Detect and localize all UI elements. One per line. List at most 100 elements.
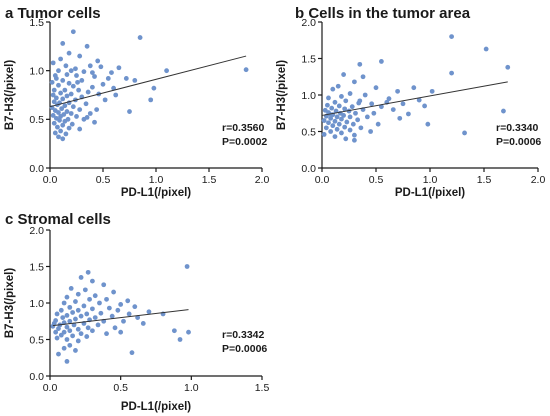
data-point xyxy=(87,63,93,69)
data-point xyxy=(84,334,90,339)
x-tick-label: 1.0 xyxy=(423,174,438,186)
data-point xyxy=(58,128,63,134)
data-point xyxy=(64,324,70,330)
y-tick-label: 1.5 xyxy=(29,17,44,29)
x-tick-label: 1.5 xyxy=(477,174,492,186)
data-point xyxy=(373,85,379,91)
data-point xyxy=(111,85,116,91)
y-axis-label: B7-H3(/pixel) xyxy=(276,60,288,130)
chart-title: a Tumor cells xyxy=(5,5,101,22)
data-point xyxy=(90,328,95,334)
data-point xyxy=(100,81,106,87)
data-point xyxy=(85,269,91,275)
data-point xyxy=(64,294,70,300)
data-point xyxy=(411,85,417,91)
p-value: P=0.0006 xyxy=(496,136,541,148)
data-point xyxy=(347,114,353,120)
data-point xyxy=(357,98,363,104)
data-point xyxy=(81,69,87,75)
x-tick-label: 1.5 xyxy=(255,382,270,394)
data-point xyxy=(73,299,78,304)
data-point xyxy=(422,103,427,109)
data-point xyxy=(406,111,411,117)
data-point xyxy=(64,313,70,318)
p-value: P=0.0006 xyxy=(222,343,267,355)
data-point xyxy=(75,326,81,332)
data-point xyxy=(171,328,177,334)
data-point xyxy=(339,94,344,99)
data-point xyxy=(74,73,79,78)
data-point xyxy=(56,326,61,331)
data-point xyxy=(125,298,131,304)
data-point xyxy=(342,124,348,130)
data-point xyxy=(127,109,132,114)
data-point xyxy=(116,65,122,71)
data-point xyxy=(129,350,135,356)
data-point xyxy=(56,68,61,74)
data-point xyxy=(350,121,356,127)
data-point xyxy=(118,302,124,307)
data-point xyxy=(60,136,66,142)
y-tick-label: 2.0 xyxy=(301,17,316,29)
x-axis-label: PD-L1(/pixel) xyxy=(395,187,465,199)
data-point xyxy=(341,72,346,77)
data-point xyxy=(67,304,73,310)
data-point xyxy=(56,110,61,115)
data-point xyxy=(81,303,87,309)
data-point xyxy=(56,351,61,357)
data-point xyxy=(68,286,74,291)
data-point xyxy=(148,97,154,103)
data-point xyxy=(92,293,98,299)
data-point xyxy=(70,29,76,35)
data-point xyxy=(94,107,100,112)
data-point xyxy=(104,331,109,337)
data-point xyxy=(332,134,338,140)
data-point xyxy=(76,87,82,93)
data-point xyxy=(66,125,72,131)
data-point xyxy=(358,125,364,131)
data-point xyxy=(60,78,66,83)
data-point xyxy=(66,80,72,86)
x-axis-label: PD-L1(/pixel) xyxy=(121,401,191,413)
data-point xyxy=(77,126,83,132)
data-point xyxy=(184,264,190,269)
data-point xyxy=(73,316,78,322)
data-point xyxy=(243,67,249,73)
data-point xyxy=(75,291,81,297)
y-tick-label: 1.0 xyxy=(301,90,316,102)
data-point xyxy=(60,96,66,102)
data-point xyxy=(68,68,74,74)
data-point xyxy=(332,99,338,105)
data-point xyxy=(98,310,104,316)
data-point xyxy=(326,95,331,101)
data-point xyxy=(329,105,335,111)
correlation-r: r=0.3342 xyxy=(222,329,264,341)
data-point xyxy=(87,111,93,116)
panel-tumor-cells: a Tumor cells 0.0 0.5 1.0 1.5 2.0 0.0 0.5 1.0 1.5… xyxy=(4,5,269,199)
data-point xyxy=(75,307,81,313)
data-point xyxy=(137,35,143,40)
data-point xyxy=(77,107,83,112)
data-point xyxy=(67,342,73,348)
data-point xyxy=(84,311,90,317)
data-point xyxy=(67,328,73,334)
data-point xyxy=(109,70,114,76)
data-point xyxy=(362,92,368,98)
data-point xyxy=(51,120,57,126)
data-point xyxy=(92,315,98,320)
data-point xyxy=(70,83,76,89)
data-point xyxy=(70,310,76,315)
data-point xyxy=(77,53,83,59)
x-tick-label: 0.0 xyxy=(43,174,58,186)
y-tick-label: 0.0 xyxy=(29,371,44,383)
y-tick-label: 0.5 xyxy=(29,334,44,346)
data-point xyxy=(462,130,467,136)
data-point xyxy=(60,41,66,46)
data-point xyxy=(79,78,85,83)
data-point xyxy=(59,106,65,112)
data-point xyxy=(78,313,84,319)
data-point xyxy=(111,289,116,295)
data-point xyxy=(349,104,355,110)
data-point xyxy=(106,305,112,311)
data-point xyxy=(400,101,406,107)
